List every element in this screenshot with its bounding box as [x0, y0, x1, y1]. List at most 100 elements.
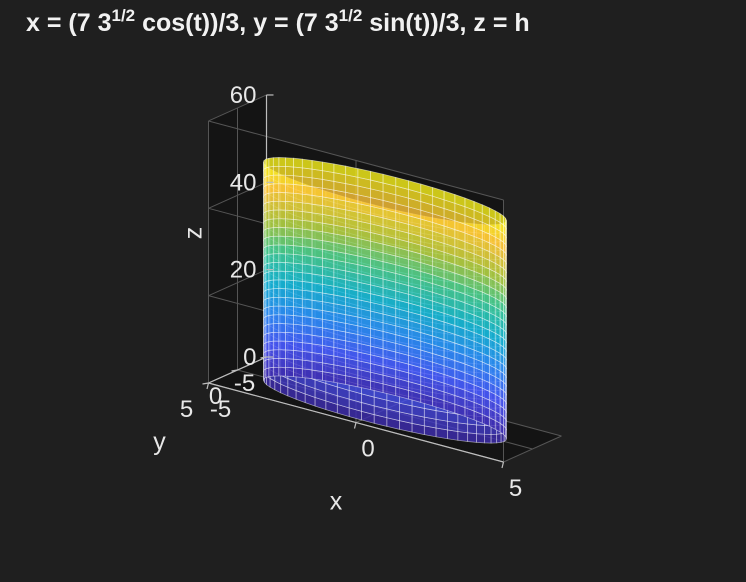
surface-face [293, 175, 303, 186]
surface-face [311, 159, 323, 172]
surface-face [265, 280, 270, 291]
surface-face [293, 192, 303, 204]
surface-face [293, 288, 303, 300]
surface-face [278, 244, 286, 255]
surface-face [293, 236, 303, 247]
surface-face [268, 183, 274, 194]
surface-face [285, 227, 294, 238]
title-superscript-1: 1/2 [111, 6, 135, 25]
surface-face [265, 236, 270, 248]
surface-face [278, 200, 286, 211]
x-tick-label: 5 [509, 475, 522, 502]
surface-face [301, 289, 313, 301]
surface-face [301, 246, 313, 257]
surface-face [278, 314, 286, 325]
surface-face [285, 340, 294, 351]
surface-face [301, 254, 313, 266]
surface-face [265, 297, 270, 309]
surface-face [265, 175, 270, 186]
surface-face [272, 270, 280, 281]
surface-face [268, 331, 274, 343]
surface-face [285, 314, 294, 325]
surface-face [268, 200, 274, 212]
surface-face [268, 209, 274, 220]
surface-face [272, 209, 280, 220]
surface-face [467, 423, 477, 435]
surface-face [301, 158, 313, 170]
surface-face [278, 157, 286, 167]
surface-face [293, 350, 303, 361]
surface-face [285, 358, 294, 369]
z-tick-label: 0 [243, 344, 256, 371]
x-tick [501, 461, 505, 469]
surface-face [293, 341, 303, 352]
surface-face [265, 192, 270, 204]
surface-face [268, 227, 274, 238]
surface-face [268, 235, 274, 246]
surface-face [265, 227, 270, 239]
surface-face [268, 367, 274, 377]
surface-face [285, 332, 294, 343]
surface-face [272, 183, 280, 194]
surface-face [272, 235, 280, 246]
surface-face [293, 323, 303, 335]
surface-face [265, 367, 270, 379]
surface-face [272, 227, 280, 237]
z-axis-label: z [180, 227, 208, 240]
y-tick-label: 5 [180, 396, 193, 423]
surface-face [268, 288, 274, 299]
title-part-2: cos(t))/3, y = (7 3 [135, 9, 339, 37]
surface-face [268, 192, 274, 203]
surface-face [476, 433, 485, 444]
surface-face [293, 201, 303, 212]
surface-face [301, 316, 313, 327]
surface-face [268, 349, 274, 360]
surface-face [278, 253, 286, 263]
surface-face [293, 245, 303, 256]
surface-face [268, 244, 274, 255]
surface-face [278, 358, 286, 368]
surface-face [301, 219, 313, 231]
surface-face [272, 261, 280, 272]
surface-face [278, 227, 286, 237]
surface-face [265, 271, 270, 282]
title-part-3: sin(t))/3, z = h [362, 9, 529, 37]
surface-face [272, 340, 280, 351]
surface-face [490, 433, 498, 444]
surface-face [285, 166, 294, 177]
surface-face [293, 367, 303, 378]
surface-face [293, 271, 303, 282]
surface-face [272, 296, 280, 307]
surface-face [272, 314, 280, 325]
surface-face [301, 324, 313, 336]
surface-face [268, 157, 274, 168]
surface-face [301, 359, 313, 371]
surface-face [301, 176, 313, 187]
z-tick-label: 20 [230, 257, 257, 284]
surface-face [484, 433, 492, 444]
x-axis-label: x [330, 488, 343, 516]
surface-face [293, 166, 303, 177]
surface-face [285, 297, 294, 308]
surface-face [272, 358, 280, 368]
surface-face [268, 262, 274, 273]
surface-face [285, 305, 294, 316]
x-tick [353, 422, 357, 429]
surface-face [293, 315, 303, 326]
surface-face [301, 272, 313, 284]
surface-face [285, 201, 294, 211]
y-tick [202, 382, 209, 385]
y-tick [260, 356, 267, 359]
surface-face [454, 194, 466, 208]
surface-face [293, 297, 303, 308]
surface-face [301, 281, 313, 292]
z-tick-label: 60 [230, 82, 257, 109]
y-axis-label: y [153, 428, 166, 456]
surface-face [301, 184, 313, 196]
surface-face [268, 218, 274, 229]
surface-face [272, 174, 280, 185]
surface-face [301, 237, 313, 249]
surface-face [272, 305, 280, 316]
